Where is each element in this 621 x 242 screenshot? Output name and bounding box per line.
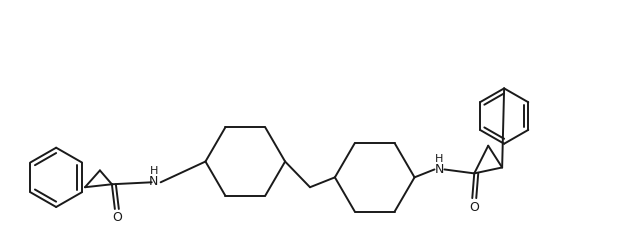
Text: H: H [435,154,443,164]
Text: O: O [469,201,479,213]
Text: N: N [149,175,158,188]
Text: H: H [150,166,158,176]
Text: N: N [435,163,444,176]
Text: O: O [112,211,122,224]
